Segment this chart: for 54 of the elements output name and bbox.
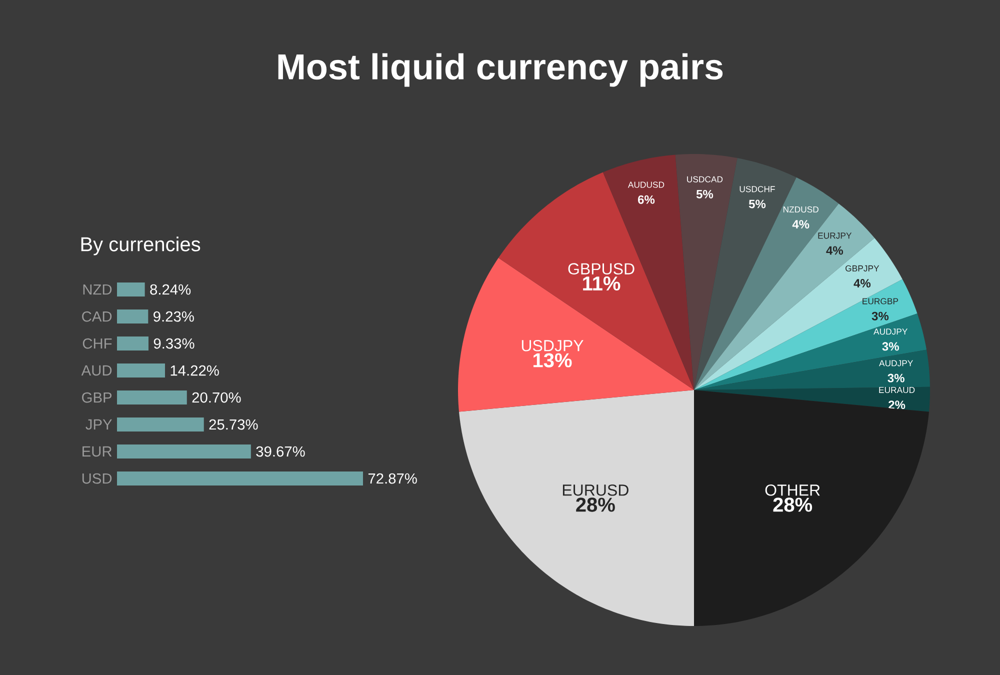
slice-label: AUDJPY <box>874 328 908 335</box>
y-tick-label: CHF <box>82 338 112 349</box>
slice-label: USDJPY <box>522 340 584 352</box>
data-label: 2% <box>888 400 906 410</box>
data-label: 9.33% <box>154 338 194 349</box>
bar <box>117 336 148 351</box>
chart-title: Most liquid currency pairs <box>278 53 723 87</box>
data-label: 28% <box>773 498 812 512</box>
bar <box>117 418 204 432</box>
bar <box>117 390 187 405</box>
data-label: 4% <box>854 279 871 288</box>
slice-label: USDCHF <box>740 186 775 192</box>
data-label: 25.73% <box>209 419 258 430</box>
bar <box>117 310 148 324</box>
slice-label: AUDJPY <box>879 360 913 366</box>
data-label: 4% <box>826 246 844 255</box>
slice-label: EURJPY <box>818 232 852 239</box>
data-label: 3% <box>882 342 899 351</box>
y-tick-label: AUD <box>81 365 112 376</box>
data-label: 5% <box>748 200 766 208</box>
bar <box>117 472 363 486</box>
y-tick-label: NZD <box>83 284 112 295</box>
data-label: 20.70% <box>192 392 241 403</box>
chart-title: By currencies <box>81 236 200 256</box>
slice-label: GBPJPY <box>846 265 880 272</box>
data-label: 13% <box>534 353 572 368</box>
slice-label: EURAUD <box>879 387 915 394</box>
slice-label: EURUSD <box>562 484 628 496</box>
y-tick-label: EUR <box>82 446 112 457</box>
data-label: 3% <box>888 374 904 382</box>
data-label: 6% <box>638 195 655 204</box>
slice-label: EURGBP <box>862 298 898 304</box>
data-label: 3% <box>872 312 889 320</box>
y-tick-label: JPY <box>86 419 112 430</box>
data-label: 4% <box>792 220 810 229</box>
data-label: 9.23% <box>154 311 194 322</box>
data-label: 5% <box>696 190 714 198</box>
slice-label: USDCAD <box>687 176 723 182</box>
y-tick-label: GBP <box>82 392 112 403</box>
bar <box>117 282 145 297</box>
slice-label: GBPUSD <box>568 263 634 274</box>
slice-label: AUDUSD <box>628 182 664 188</box>
slice-label: NZDUSD <box>783 206 818 213</box>
data-label: 39.67% <box>256 446 305 457</box>
bar <box>117 444 251 459</box>
y-tick-label: CAD <box>82 311 112 322</box>
data-label: 8.24% <box>150 284 191 295</box>
bar <box>117 364 166 378</box>
slice-label: OTHER <box>765 484 820 496</box>
y-tick-label: USD <box>82 473 112 484</box>
data-label: 14.22% <box>170 365 219 376</box>
data-label: 11% <box>583 276 620 290</box>
data-label: 72.87% <box>368 473 417 484</box>
data-label: 28% <box>576 498 615 512</box>
